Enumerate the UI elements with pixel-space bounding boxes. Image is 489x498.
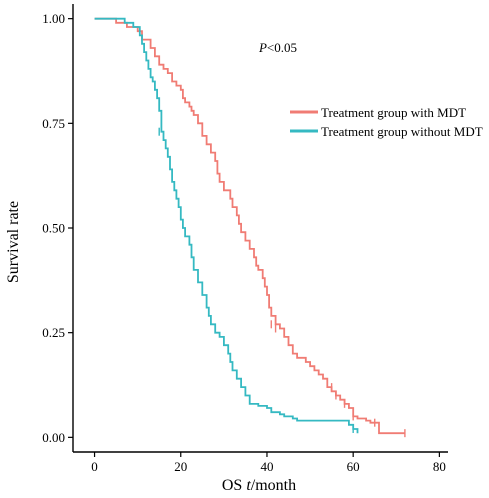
x-axis-title-prefix: OS bbox=[222, 477, 246, 494]
curve-with-mdt bbox=[94, 17, 405, 435]
x-axis-title-unit: /month bbox=[251, 477, 296, 494]
y-tick-label: 0.25 bbox=[42, 325, 65, 340]
x-tick-label: 80 bbox=[433, 459, 446, 474]
curve-without-mdt bbox=[94, 17, 359, 434]
y-tick-label: 0.50 bbox=[42, 221, 65, 236]
legend-label-without-mdt: Treatment group without MDT bbox=[321, 124, 483, 139]
x-axis-title-var: t bbox=[246, 477, 251, 494]
y-tick-label: 0.00 bbox=[42, 430, 65, 445]
p-value-annotation: P<0.05 bbox=[258, 40, 297, 55]
y-tick-label: 1.00 bbox=[42, 11, 65, 26]
x-axis-title: OS t/month bbox=[222, 477, 296, 494]
x-tick-label: 0 bbox=[91, 459, 98, 474]
x-tick-label: 20 bbox=[174, 459, 187, 474]
plot-area bbox=[94, 17, 406, 438]
y-axis-title: Survival rate bbox=[5, 201, 22, 283]
y-axis-ticks: 0.00 0.25 0.50 0.75 1.00 bbox=[42, 11, 73, 445]
legend: Treatment group with MDT Treatment group… bbox=[290, 105, 483, 139]
p-value-italic: P bbox=[258, 40, 267, 55]
x-axis-ticks: 0 20 40 60 80 bbox=[91, 452, 446, 474]
p-value-rest: <0.05 bbox=[267, 40, 297, 55]
legend-label-with-mdt: Treatment group with MDT bbox=[321, 105, 466, 120]
y-tick-label: 0.75 bbox=[42, 116, 65, 131]
x-tick-label: 60 bbox=[347, 459, 360, 474]
x-tick-label: 40 bbox=[260, 459, 273, 474]
